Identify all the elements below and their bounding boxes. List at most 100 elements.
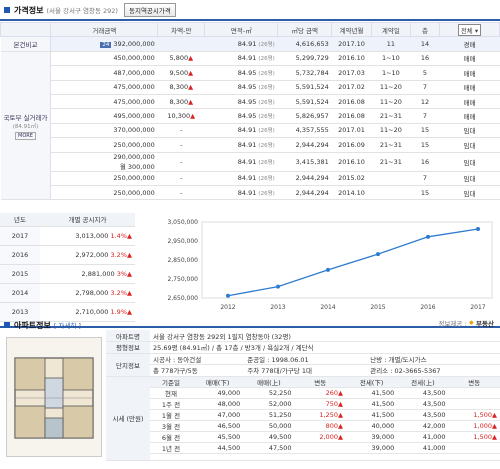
amount-value: 250,000,000 [113,188,155,197]
area-pyeong: (26평) [258,99,275,106]
official-row: 2017 3,013,000 1.4%▲ [0,226,135,246]
official-value-cell: 2,710,000 1.9%▲ [40,302,135,322]
mkt-sale-hi: 47,500 [243,442,295,454]
filter-cell: 전체 ▾ [438,21,500,38]
day-value: 1~10 [381,54,400,63]
ym-value: 2017.01 [338,126,365,135]
chart-ytick-label: 2,950,000 [167,238,198,245]
per-sqm-value: 4,616,653 [295,40,329,49]
diff-value: 8,300 [169,97,189,106]
floorplan-image[interactable] [6,337,102,457]
chart-xtick-label: 2012 [220,304,235,311]
floor-cell: 16 [410,152,440,172]
chart-point[interactable] [376,252,380,257]
type-cell: 매매 [439,80,500,95]
ym-value: 2016.09 [338,140,365,149]
per-sqm-cell: 5,299,729 [277,51,332,67]
per-sqm-cell: 5,732,784 [277,65,332,81]
market-header-row: 기준일 매매(下) 매매(上) 변동 전세(下) 전세(上) 변동 [150,376,500,388]
official-value-cell: 2,881,000 3%▲ [40,264,135,284]
mkt-jeonse-hi: 41,000 [397,442,449,454]
apt-name-row: 아파트명 서울 강서구 염창동 292외 1필지 염창동아 (32평) [106,330,500,342]
price-row: 250,000,000 - 84.91 (26평) 2,944,294 2014… [1,185,500,201]
mkt-date: 1주 전 [150,398,192,410]
day-value: 1~10 [381,68,400,77]
price-table: 거래금액 차액-만 면적-㎡ ㎡당 금액 계약년월 계약일 층 전체 ▾ 본건비… [0,21,500,201]
official-year: 2016 [0,245,40,265]
brand-name: 부동산 [476,320,494,328]
market-data-row: 1년 전 44,500 47,500 39,000 41,000 [150,442,500,454]
apt-detail-link[interactable]: [ 자세히 ] [53,322,81,330]
type-value: 임대 [463,158,476,167]
mkt-jeonse-chg [448,387,500,399]
floor-cell: 5 [410,65,440,81]
mkt-sale-lo: 48,000 [191,398,244,410]
chart-point[interactable] [226,293,230,298]
diff-value: 5,800 [169,54,189,63]
per-sqm-cell: 4,616,653 [277,36,332,52]
corner-cell [0,21,52,38]
ym-cell: 2015.02 [331,171,372,186]
mkt-date: 6월 전 [150,431,192,443]
mkt-sale-lo: 44,500 [191,442,244,454]
market-row: 시세 (만원) 기준일 매매(下) 매매(上) 변동 전세(下) 전세(上) 변… [106,376,500,461]
official-row: 2016 2,972,000 3.2%▲ [0,245,135,265]
floor-value: 5 [422,68,428,77]
mkt-sale-hi: 51,250 [243,409,295,421]
chart-point[interactable] [326,267,330,272]
area-pyeong: (26평) [258,56,275,63]
mkt-jeonse-hi: 43,500 [397,409,449,421]
area-pyeong: (26평) [258,176,275,183]
ym-value: 2016.08 [338,112,365,121]
chart-point[interactable] [426,234,430,239]
day-cell: 11~20 [371,123,411,139]
type-filter-select[interactable]: 전체 ▾ [457,23,482,36]
diff-cell: - [157,185,205,201]
diff-cell: - [157,171,205,186]
ym-value: 2017.03 [338,68,365,77]
ym-cell: 2017.10 [331,36,372,52]
market-data-row: 현재 49,000 52,250 260▲ 41,500 43,500 [150,387,500,399]
type-cell: 매매 [439,51,500,67]
official-value-cell: 3,013,000 1.4%▲ [40,226,135,246]
pyeong-label: 평형정보 [106,341,150,354]
per-sqm-value: 2,944,294 [295,174,329,183]
diff-cell: - [157,152,205,172]
per-sqm-cell: 3,415,381 [277,152,332,172]
per-sqm-cell: 2,944,294 [277,137,332,153]
day-cell [371,185,411,201]
amount-value: 290,000,000 [113,152,155,161]
official-price-button[interactable]: 동지역공시가격 [123,3,176,17]
area-cell: 84.95 (26평) [204,80,278,95]
mkt-sale-hi: 50,000 [243,420,295,432]
builder-value: 시공사 : 동아건설 [150,353,245,365]
more-button[interactable]: MORE [15,131,36,140]
amount-value: 475,000,000 [113,83,155,92]
section-divider [0,326,500,328]
floor-value: 15 [420,140,430,149]
price-section-address: (서울 강서구 염창동 292) [46,7,118,15]
chart-point[interactable] [276,284,280,289]
market-data-row: 6월 전 45,500 49,500 2,000▲ 39,000 41,000 … [150,431,500,443]
area-cell: 84.95 (26평) [204,65,278,81]
day-cell: 21~31 [371,108,411,124]
official-value: 2,972,000 [75,250,109,259]
price-row: 본건비교 24 392,000,000 84.91 (26평) 4,616,653… [0,36,500,52]
mkt-sale-chg: 750▲ [294,398,346,410]
apt-name-label: 아파트명 [106,330,150,342]
floor-cell: 14 [410,36,440,52]
amount-value: 250,000,000 [113,140,155,149]
area-value: 84.91 [237,140,257,149]
market-table: 기준일 매매(下) 매매(上) 변동 전세(下) 전세(上) 변동 현재 49,… [150,376,500,454]
mkt-sale-chg: 800▲ [294,420,346,432]
per-sqm-cell: 5,591,524 [277,80,332,95]
mkt-sale-lo: 49,000 [191,387,244,399]
chart-point[interactable] [476,227,480,232]
official-change: 3.2%▲ [110,250,132,259]
amount-cell: 24 392,000,000 [50,36,158,52]
ym-cell: 2016.10 [331,152,372,172]
official-row: 2015 2,881,000 3%▲ [0,264,135,284]
official-col-year: 년도 [0,213,40,227]
chart-ytick-label: 2,750,000 [167,276,198,283]
col-amount: 거래금액 [50,21,159,38]
